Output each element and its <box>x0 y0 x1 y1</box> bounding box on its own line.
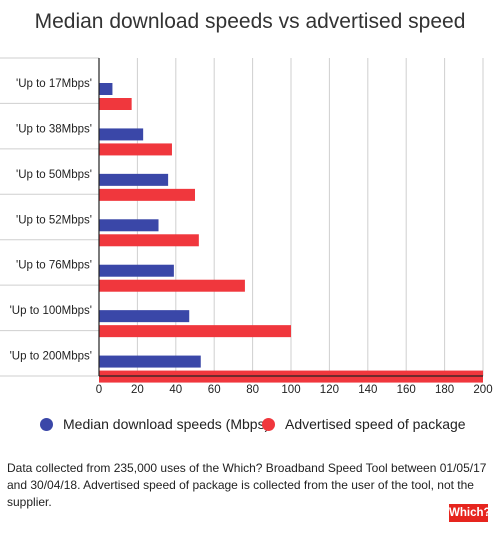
legend-swatch-advertised <box>262 417 275 431</box>
legend-label-median: Median download speeds (Mbps) <box>63 416 270 432</box>
grid-lines <box>0 57 484 377</box>
x-tick-label: 140 <box>358 384 377 396</box>
category-labels: 'Up to 17Mbps' 'Up to 38Mbps' 'Up to 50Mbp… <box>10 78 92 363</box>
bar-advertised-5 <box>99 325 291 338</box>
category-label: 'Up to 17Mbps' <box>16 78 92 90</box>
category-label: 'Up to 76Mbps' <box>16 260 92 272</box>
x-tick-label: 60 <box>208 384 221 396</box>
which-logo: Which? <box>449 504 491 522</box>
legend-swatch-median <box>40 417 53 431</box>
legend-label-advertised: Advertised speed of package <box>285 416 466 432</box>
category-label: 'Up to 50Mbps' <box>16 169 92 181</box>
category-label: 'Up to 38Mbps' <box>16 123 92 135</box>
x-tick-label: 40 <box>169 384 182 396</box>
bar-median-6 <box>99 355 201 368</box>
bar-advertised-0 <box>99 98 132 110</box>
x-tick-label: 100 <box>281 384 300 396</box>
bars <box>99 83 483 383</box>
bar-median-5 <box>99 310 190 323</box>
bar-advertised-2 <box>99 188 195 201</box>
legend-item-median: Median download speeds (Mbps) <box>40 416 269 432</box>
bar-median-1 <box>99 128 144 141</box>
x-tick-label: 120 <box>320 384 339 396</box>
x-tick-label: 160 <box>397 384 416 396</box>
bar-advertised-1 <box>99 143 172 156</box>
bar-median-4 <box>99 264 174 277</box>
bar-median-2 <box>99 173 169 186</box>
bar-median-0 <box>99 83 113 95</box>
legend-item-advertised: Advertised speed of package <box>262 416 466 432</box>
bar-advertised-3 <box>99 234 199 247</box>
axes <box>98 58 483 377</box>
category-label: 'Up to 52Mbps' <box>16 214 92 226</box>
bar-median-3 <box>99 219 159 232</box>
bar-advertised-4 <box>99 279 245 292</box>
category-label: 'Up to 200Mbps' <box>10 351 92 363</box>
chart-title: Median download speeds vs advertised spe… <box>34 10 466 33</box>
bar-chart: 'Up to 17Mbps' 'Up to 38Mbps' 'Up to 50Mbp… <box>0 57 493 396</box>
x-tick-label: 20 <box>131 384 144 396</box>
category-label: 'Up to 100Mbps' <box>10 305 92 317</box>
x-tick-labels: 0 20 40 60 80 100 120 140 160 180 200 <box>96 384 493 396</box>
x-tick-label: 0 <box>96 384 102 396</box>
footnote: Data collected from 235,000 uses of the … <box>7 461 487 509</box>
x-tick-label: 200 <box>473 384 492 396</box>
legend: Median download speeds (Mbps) Advertised… <box>0 416 500 436</box>
x-tick-label: 80 <box>246 384 259 396</box>
x-tick-label: 180 <box>435 384 454 396</box>
